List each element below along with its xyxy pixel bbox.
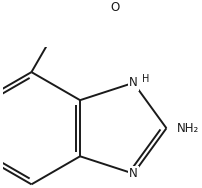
Text: N: N <box>129 167 138 180</box>
Text: NH₂: NH₂ <box>177 122 199 135</box>
Text: O: O <box>6 0 16 2</box>
Text: N: N <box>129 76 138 89</box>
Text: O: O <box>110 1 120 14</box>
Text: H: H <box>142 74 149 84</box>
